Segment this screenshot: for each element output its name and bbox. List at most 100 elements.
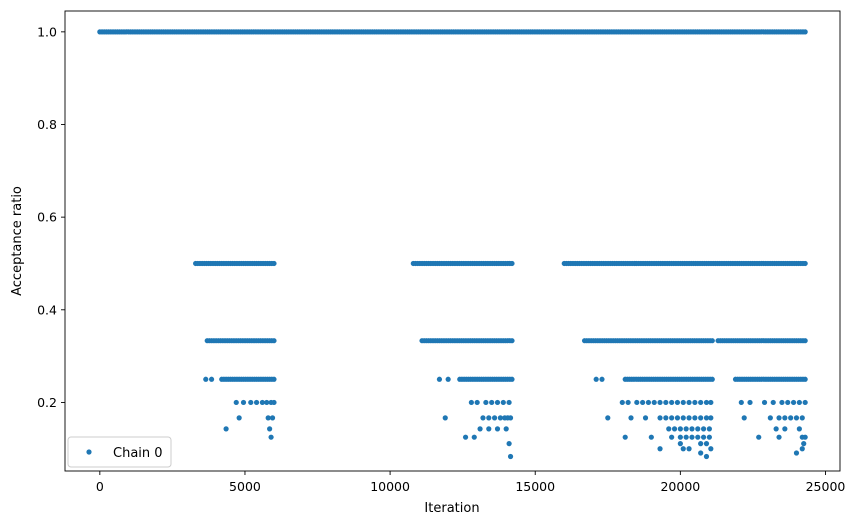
data-point [776, 434, 782, 440]
data-point [698, 450, 704, 456]
data-point [468, 399, 474, 406]
data-point [265, 415, 271, 421]
data-point [738, 399, 744, 406]
data-point [233, 399, 239, 406]
data-point [436, 376, 443, 382]
data-point [223, 426, 229, 432]
data-point [259, 399, 265, 406]
data-point [703, 399, 710, 406]
data-point [507, 453, 514, 460]
data-point [761, 399, 768, 406]
data-point [677, 426, 683, 432]
data-point [773, 426, 779, 432]
data-point [706, 426, 712, 432]
data-point [208, 376, 215, 382]
data-point [605, 415, 611, 421]
axis-ticks-layer: 0 5000 10000 15000 20000 25000 0.2 0.4 0.6 0.8 1.0 [37, 24, 845, 494]
data-point [680, 415, 686, 421]
data-point [680, 446, 686, 452]
data-point [779, 399, 785, 406]
data-point [686, 399, 692, 406]
data-point [802, 29, 808, 35]
data-point [491, 415, 498, 421]
data-point [700, 434, 707, 440]
data-point [703, 441, 710, 447]
data-point [683, 426, 689, 432]
data-point [683, 434, 689, 440]
data-point [802, 434, 808, 440]
x-tick-label: 20000 [660, 479, 700, 494]
data-point [619, 399, 625, 406]
data-point [642, 415, 649, 421]
data-point [741, 415, 747, 421]
data-point [648, 434, 654, 440]
legend: Chain 0 [67, 436, 172, 468]
data-point [663, 399, 669, 406]
data-point [708, 446, 714, 452]
data-point [236, 415, 242, 421]
data-point [474, 399, 480, 406]
data-point [801, 441, 807, 447]
data-point [486, 415, 492, 421]
data-point [645, 399, 652, 406]
legend-label-chain-0: Chain 0 [113, 446, 163, 461]
y-tick-label: 0.4 [37, 302, 57, 317]
data-point [471, 434, 477, 440]
data-point [506, 399, 512, 406]
y-tick-label: 0.2 [37, 395, 57, 410]
data-point [442, 415, 448, 421]
data-point [657, 446, 663, 452]
legend-box [67, 436, 172, 468]
data-point [669, 399, 675, 406]
data-point [703, 415, 710, 421]
x-tick-label: 5000 [229, 479, 261, 494]
data-point [674, 399, 681, 406]
data-point [747, 399, 753, 406]
data-point [268, 434, 274, 440]
data-point [507, 415, 514, 421]
data-point [462, 434, 469, 440]
data-point [689, 426, 695, 432]
data-point [686, 415, 692, 421]
data-point [271, 376, 277, 382]
x-tick-label: 25000 [806, 479, 846, 494]
data-point [680, 399, 686, 406]
data-point [497, 415, 503, 421]
data-point [802, 338, 808, 344]
data-point [700, 426, 707, 432]
data-point [506, 441, 512, 447]
data-point [509, 338, 515, 344]
data-point [248, 399, 254, 406]
data-point [790, 399, 797, 406]
data-point [698, 441, 704, 447]
data-point [692, 415, 698, 421]
data-point [271, 338, 277, 344]
data-point [494, 399, 501, 406]
data-point [770, 399, 776, 406]
data-point [634, 399, 640, 406]
data-point [669, 434, 675, 440]
data-point [651, 399, 657, 406]
data-point [666, 426, 672, 432]
data-point [593, 376, 599, 382]
data-point [686, 446, 692, 452]
data-point [802, 399, 808, 406]
data-point [796, 399, 802, 406]
data-point [628, 415, 634, 421]
data-point [640, 399, 646, 406]
data-point [483, 399, 489, 406]
data-point [698, 415, 704, 421]
data-point [695, 426, 701, 432]
y-tick-label: 1.0 [37, 24, 57, 39]
y-tick-label: 0.8 [37, 117, 57, 132]
data-point [267, 426, 273, 432]
data-point [240, 399, 247, 406]
x-tick-label: 0 [96, 479, 104, 494]
data-point [793, 450, 800, 456]
data-point [695, 434, 701, 440]
x-tick-label: 10000 [370, 479, 410, 494]
data-point [663, 415, 669, 421]
data-point [793, 415, 800, 421]
